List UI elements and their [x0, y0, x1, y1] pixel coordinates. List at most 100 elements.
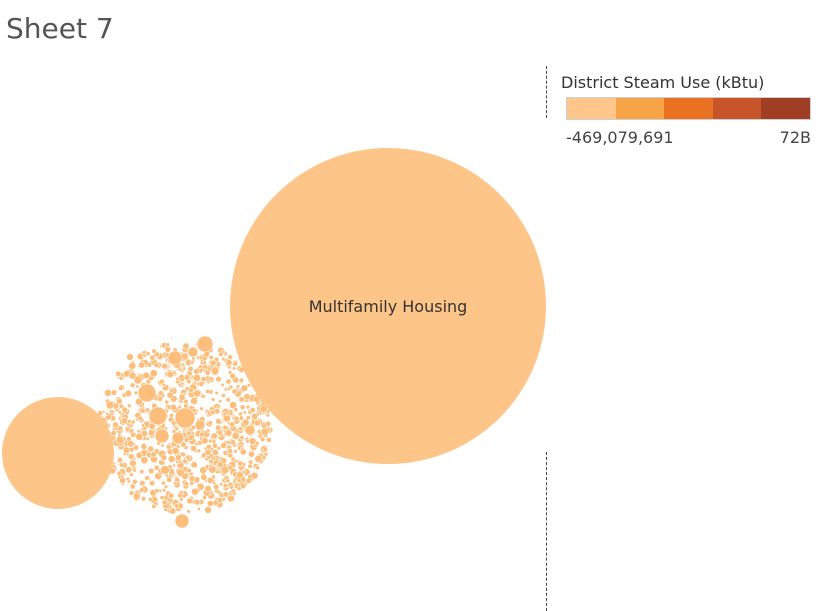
small-bubble[interactable]	[254, 454, 263, 463]
small-bubble[interactable]	[193, 368, 200, 375]
color-legend-bar[interactable]	[566, 97, 811, 120]
small-bubble[interactable]	[194, 419, 206, 431]
small-bubble[interactable]	[253, 395, 261, 403]
small-bubble[interactable]	[245, 404, 251, 410]
small-bubble[interactable]	[262, 447, 268, 453]
small-bubble[interactable]	[233, 449, 238, 454]
small-bubble[interactable]	[248, 450, 256, 458]
small-bubble[interactable]	[133, 375, 143, 385]
small-bubble[interactable]	[218, 351, 224, 357]
small-bubble[interactable]	[128, 361, 137, 370]
small-bubble[interactable]	[242, 469, 247, 475]
small-bubble-cluster[interactable]	[96, 335, 274, 529]
small-bubble[interactable]	[187, 365, 194, 372]
small-bubble[interactable]	[199, 466, 207, 475]
small-bubble[interactable]	[186, 509, 191, 514]
small-bubble[interactable]	[157, 395, 164, 402]
small-bubble[interactable]	[225, 378, 232, 385]
small-bubble[interactable]	[250, 471, 259, 480]
small-bubble[interactable]	[138, 361, 146, 369]
small-bubble[interactable]	[137, 383, 157, 403]
small-bubble[interactable]	[208, 376, 214, 382]
small-bubble[interactable]	[218, 399, 223, 404]
small-bubble[interactable]	[128, 490, 135, 496]
small-bubble[interactable]	[244, 424, 256, 436]
small-bubble[interactable]	[232, 366, 237, 371]
small-bubble[interactable]	[210, 432, 218, 440]
small-bubble[interactable]	[115, 370, 122, 378]
small-bubble[interactable]	[174, 513, 190, 529]
small-bubble[interactable]	[163, 484, 169, 489]
small-bubble[interactable]	[239, 404, 246, 411]
small-bubble[interactable]	[239, 435, 245, 441]
small-bubble[interactable]	[115, 435, 125, 445]
bubble-multifamily-housing[interactable]	[230, 148, 546, 464]
small-bubble[interactable]	[245, 415, 251, 421]
small-bubble[interactable]	[247, 463, 253, 469]
small-bubble[interactable]	[112, 421, 119, 429]
small-bubble[interactable]	[238, 396, 245, 403]
small-bubble[interactable]	[140, 456, 149, 465]
small-bubble[interactable]	[198, 380, 205, 387]
small-bubble[interactable]	[141, 353, 147, 358]
small-bubble[interactable]	[128, 428, 135, 434]
small-bubble[interactable]	[127, 479, 132, 484]
small-bubble[interactable]	[128, 371, 137, 380]
small-bubble[interactable]	[97, 410, 104, 417]
small-bubble[interactable]	[216, 461, 224, 469]
small-bubble[interactable]	[209, 409, 216, 416]
small-bubble[interactable]	[169, 507, 177, 515]
small-bubble[interactable]	[188, 387, 194, 393]
small-bubble[interactable]	[171, 431, 185, 445]
small-bubble[interactable]	[119, 476, 126, 484]
small-bubble[interactable]	[190, 360, 195, 365]
small-bubble[interactable]	[210, 366, 220, 376]
small-bubble[interactable]	[229, 421, 236, 428]
small-bubble[interactable]	[178, 393, 186, 401]
small-bubble[interactable]	[176, 468, 185, 477]
small-bubble[interactable]	[142, 371, 150, 380]
small-bubble[interactable]	[238, 377, 245, 384]
small-bubble[interactable]	[161, 362, 168, 370]
small-bubble[interactable]	[162, 488, 167, 493]
small-bubble[interactable]	[215, 376, 222, 383]
small-bubble[interactable]	[135, 451, 143, 459]
small-bubble[interactable]	[222, 424, 229, 431]
small-bubble[interactable]	[194, 498, 201, 506]
small-bubble[interactable]	[215, 418, 222, 425]
small-bubble[interactable]	[153, 362, 160, 368]
small-bubble[interactable]	[135, 384, 140, 389]
small-bubble[interactable]	[242, 418, 250, 426]
small-bubble[interactable]	[237, 460, 244, 467]
small-bubble[interactable]	[236, 477, 242, 483]
small-bubble[interactable]	[242, 410, 247, 415]
small-bubble[interactable]	[183, 436, 190, 443]
small-bubble[interactable]	[185, 454, 192, 461]
small-bubble[interactable]	[208, 465, 217, 474]
small-bubble[interactable]	[140, 443, 148, 450]
small-bubble[interactable]	[204, 485, 212, 493]
small-bubble[interactable]	[118, 375, 124, 381]
small-bubble[interactable]	[168, 492, 175, 499]
small-bubble[interactable]	[124, 389, 133, 398]
small-bubble[interactable]	[190, 445, 197, 452]
small-bubble[interactable]	[105, 400, 115, 410]
small-bubble[interactable]	[133, 390, 139, 396]
small-bubble[interactable]	[167, 455, 176, 463]
small-bubble[interactable]	[190, 397, 198, 405]
small-bubble[interactable]	[220, 465, 230, 475]
small-bubble[interactable]	[160, 454, 168, 461]
small-bubble[interactable]	[261, 455, 267, 461]
small-bubble[interactable]	[190, 424, 196, 430]
small-bubble[interactable]	[235, 384, 241, 389]
small-bubble[interactable]	[139, 487, 145, 493]
small-bubble[interactable]	[238, 426, 244, 432]
small-bubble[interactable]	[251, 412, 259, 421]
small-bubble[interactable]	[217, 429, 223, 436]
small-bubble[interactable]	[165, 443, 172, 450]
small-bubble[interactable]	[183, 481, 189, 487]
small-bubble[interactable]	[227, 370, 233, 375]
small-bubble[interactable]	[177, 492, 183, 499]
small-bubble[interactable]	[240, 483, 247, 490]
small-bubble[interactable]	[150, 451, 157, 458]
